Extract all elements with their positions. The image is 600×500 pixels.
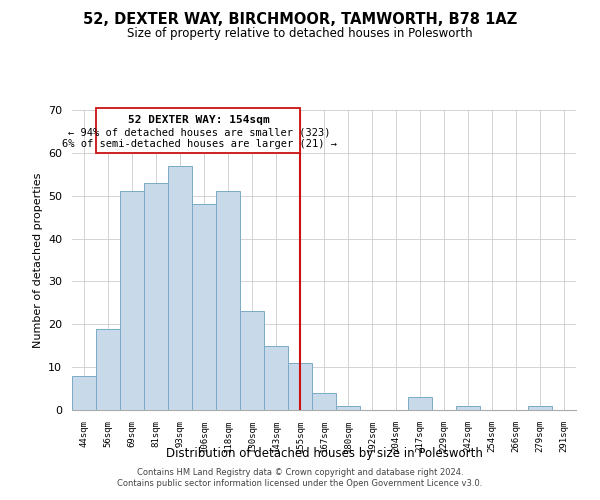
Bar (456, 406, 480, 410)
Bar (168, 166, 192, 410)
Text: 6% of semi-detached houses are larger (21) →: 6% of semi-detached houses are larger (2… (62, 138, 337, 148)
Text: Size of property relative to detached houses in Polesworth: Size of property relative to detached ho… (127, 28, 473, 40)
Bar (120, 192, 144, 410)
Bar (144, 183, 168, 410)
Bar (240, 312, 264, 410)
Bar (96, 108, 300, 153)
Bar (216, 192, 240, 410)
Text: Contains HM Land Registry data © Crown copyright and database right 2024.
Contai: Contains HM Land Registry data © Crown c… (118, 468, 482, 487)
Bar (408, 397, 432, 410)
Bar (528, 406, 552, 410)
Y-axis label: Number of detached properties: Number of detached properties (32, 172, 43, 348)
Text: ← 94% of detached houses are smaller (323): ← 94% of detached houses are smaller (32… (68, 127, 331, 137)
Bar (72, 376, 96, 410)
Bar (288, 363, 312, 410)
Bar (96, 328, 120, 410)
Bar (264, 346, 288, 410)
Bar (192, 204, 216, 410)
Text: 52, DEXTER WAY, BIRCHMOOR, TAMWORTH, B78 1AZ: 52, DEXTER WAY, BIRCHMOOR, TAMWORTH, B78… (83, 12, 517, 28)
Bar (312, 393, 336, 410)
Text: 52 DEXTER WAY: 154sqm: 52 DEXTER WAY: 154sqm (128, 115, 270, 125)
Bar (336, 406, 360, 410)
Text: Distribution of detached houses by size in Polesworth: Distribution of detached houses by size … (166, 448, 482, 460)
